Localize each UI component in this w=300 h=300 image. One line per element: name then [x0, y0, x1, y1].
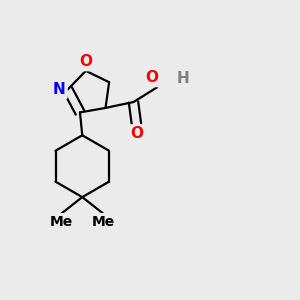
Text: Me: Me [50, 215, 73, 229]
Text: H: H [176, 71, 189, 86]
Text: O: O [79, 54, 92, 69]
Text: N: N [53, 82, 65, 97]
Text: O: O [130, 127, 143, 142]
Text: O: O [146, 70, 158, 85]
Text: Me: Me [91, 215, 115, 229]
